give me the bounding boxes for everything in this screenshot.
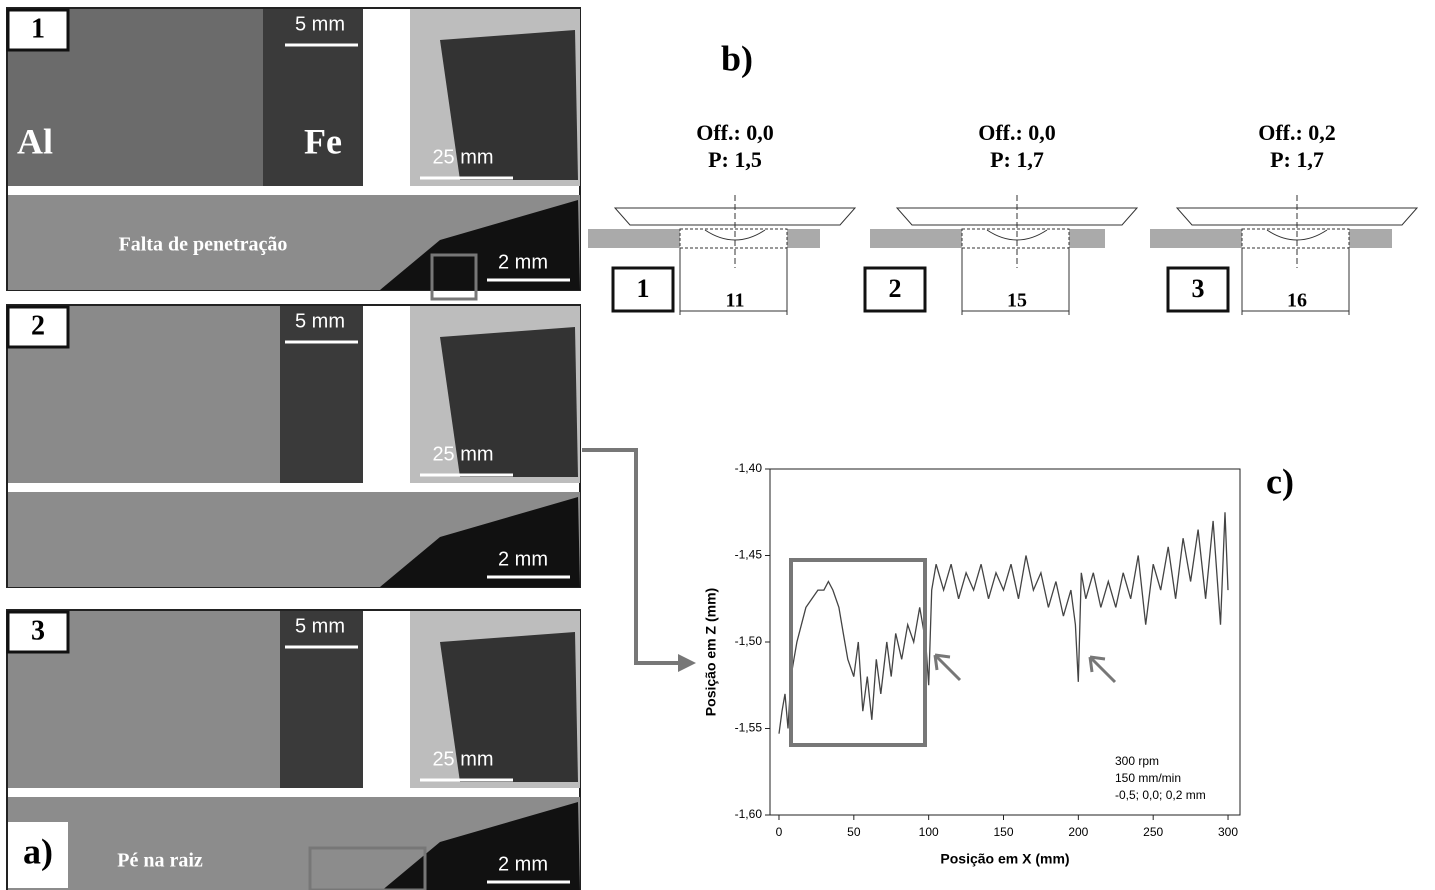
panel-label: a) bbox=[23, 831, 53, 871]
scale-label: 2 mm bbox=[498, 548, 548, 570]
y-tick-label: -1,45 bbox=[735, 548, 763, 562]
y-tick-label: -1,50 bbox=[735, 634, 763, 648]
number-box bbox=[611, 266, 675, 313]
scale-label: 25 mm bbox=[432, 443, 493, 465]
x-tick-label: 150 bbox=[993, 825, 1013, 839]
scale-label: 5 mm bbox=[295, 615, 345, 637]
number-box bbox=[6, 8, 70, 52]
tool-pin bbox=[986, 229, 1048, 241]
data-line bbox=[778, 512, 1229, 734]
width-label: 15 bbox=[1007, 290, 1027, 312]
highlight bbox=[430, 253, 478, 301]
connector-head bbox=[678, 654, 696, 672]
config-number: 2 bbox=[889, 274, 902, 303]
x-tick-label: 100 bbox=[919, 825, 939, 839]
scale-label: 2 mm bbox=[498, 853, 548, 875]
weld-zone bbox=[1241, 228, 1350, 249]
tool-pin bbox=[704, 229, 766, 241]
y-tick-label: -1,60 bbox=[735, 807, 763, 821]
panel-label: b) bbox=[721, 38, 753, 78]
width-label: 11 bbox=[726, 290, 745, 312]
x-tick-label: 0 bbox=[776, 825, 783, 839]
sample-number: 3 bbox=[31, 615, 45, 646]
scale-label: 5 mm bbox=[295, 310, 345, 332]
annotation: Falta de penetração bbox=[119, 234, 288, 256]
specimen bbox=[440, 30, 578, 180]
plot-frame bbox=[769, 468, 1241, 816]
annotation: Pé na raiz bbox=[117, 850, 203, 872]
material-label: Al bbox=[17, 121, 53, 161]
label-box bbox=[8, 822, 68, 888]
sample-number: 1 bbox=[31, 13, 45, 44]
config-number: 1 bbox=[637, 274, 650, 303]
offset-label: Off.: 0,0 bbox=[978, 120, 1056, 145]
material-label: Fe bbox=[304, 121, 342, 161]
x-tick-label: 200 bbox=[1068, 825, 1088, 839]
cross-section-dark bbox=[380, 200, 580, 290]
penetration-label: P: 1,5 bbox=[708, 147, 762, 172]
number-box bbox=[6, 610, 70, 654]
connector bbox=[582, 448, 680, 665]
scale-label: 25 mm bbox=[432, 146, 493, 168]
weld-photo-side bbox=[263, 9, 363, 186]
weld-photo-side bbox=[280, 611, 363, 788]
width-label: 16 bbox=[1287, 290, 1307, 312]
penetration-label: P: 1,7 bbox=[990, 147, 1044, 172]
cross-section-dark bbox=[380, 497, 580, 587]
panel-label: c) bbox=[1266, 461, 1294, 501]
annotation: 150 mm/min bbox=[1115, 771, 1181, 785]
config-number: 3 bbox=[1192, 274, 1205, 303]
x-tick-label: 50 bbox=[847, 825, 861, 839]
annotation: -0,5; 0,0; 0,2 mm bbox=[1115, 788, 1206, 802]
y-tick-label: -1,55 bbox=[735, 721, 763, 735]
number-box bbox=[6, 305, 70, 349]
highlight bbox=[789, 558, 927, 747]
y-axis-title: Posição em Z (mm) bbox=[703, 588, 719, 716]
number-box bbox=[863, 266, 927, 313]
penetration-label: P: 1,7 bbox=[1270, 147, 1324, 172]
x-axis-title: Posição em X (mm) bbox=[940, 851, 1069, 867]
weld-zone bbox=[679, 228, 788, 249]
tool-pin bbox=[1266, 229, 1328, 241]
arrow bbox=[1088, 655, 1117, 684]
offset-label: Off.: 0,2 bbox=[1258, 120, 1336, 145]
sample-number: 2 bbox=[31, 310, 45, 341]
highlight bbox=[308, 846, 427, 890]
scale-label: 25 mm bbox=[432, 748, 493, 770]
offset-label: Off.: 0,0 bbox=[696, 120, 774, 145]
arrow bbox=[933, 653, 962, 682]
x-tick-label: 250 bbox=[1143, 825, 1163, 839]
scale-label: 2 mm bbox=[498, 251, 548, 273]
y-tick-label: -1,40 bbox=[735, 461, 763, 475]
specimen bbox=[440, 327, 578, 477]
scale-label: 5 mm bbox=[295, 13, 345, 35]
weld-photo-side bbox=[280, 306, 363, 483]
number-box bbox=[1166, 266, 1230, 313]
specimen bbox=[440, 632, 578, 782]
x-tick-label: 300 bbox=[1218, 825, 1238, 839]
cross-section-dark bbox=[382, 802, 580, 890]
weld-zone bbox=[961, 228, 1070, 249]
annotation: 300 rpm bbox=[1115, 754, 1159, 768]
